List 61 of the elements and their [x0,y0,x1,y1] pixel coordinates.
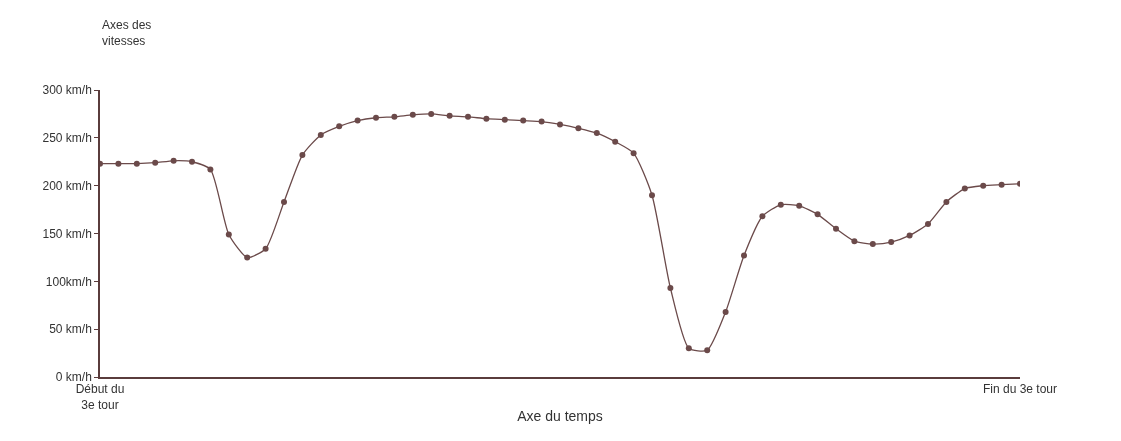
point [722,308,729,315]
point [207,166,214,173]
point [409,111,416,118]
point [299,152,306,159]
point [336,123,343,130]
x-axis-title: Axe du temps [517,407,603,424]
point [759,213,766,220]
point [133,160,140,167]
point [189,158,195,165]
point [225,231,232,238]
y-axis-title: Axes des vitesses [102,18,152,48]
point [593,130,600,137]
point [152,159,159,166]
point [465,113,471,120]
x-tick-label: Début du 3e tour [75,382,125,412]
point [943,198,950,205]
point [281,198,287,205]
point [869,241,876,248]
point [575,125,582,132]
y-tick-label: 300 km/h [42,83,92,98]
point [354,117,361,124]
point [649,192,655,199]
y-tick-label: 0 km/h [55,370,92,385]
point [538,118,545,125]
point [667,285,674,292]
point [980,182,987,189]
point [833,225,839,232]
point [501,116,508,123]
point [796,202,803,209]
point [115,160,122,167]
point [520,117,527,124]
y-tick-label: 250 km/h [42,131,92,146]
point [428,110,435,117]
point [851,238,858,245]
point [244,254,251,261]
point [741,252,747,259]
point [925,220,931,227]
point [998,181,1005,188]
point [704,347,711,354]
y-tick-label: 100km/h [45,274,92,289]
point [906,232,913,239]
point [373,114,379,121]
point [483,115,490,122]
point [557,121,563,128]
point [317,131,324,138]
y-tick-label: 50 km/h [49,322,92,337]
point [777,201,784,208]
point [888,239,895,246]
point [262,245,269,252]
point [612,138,619,145]
point [391,113,398,120]
point [446,112,453,119]
point [170,157,177,164]
point [685,345,692,352]
line-series [100,110,1020,354]
x-tick-label: Fin du 3e tour [982,382,1058,397]
point [961,185,968,192]
point [814,211,821,218]
y-tick-label: 200 km/h [42,178,92,193]
y-tick-label: 150 km/h [42,226,92,241]
point [630,150,637,157]
